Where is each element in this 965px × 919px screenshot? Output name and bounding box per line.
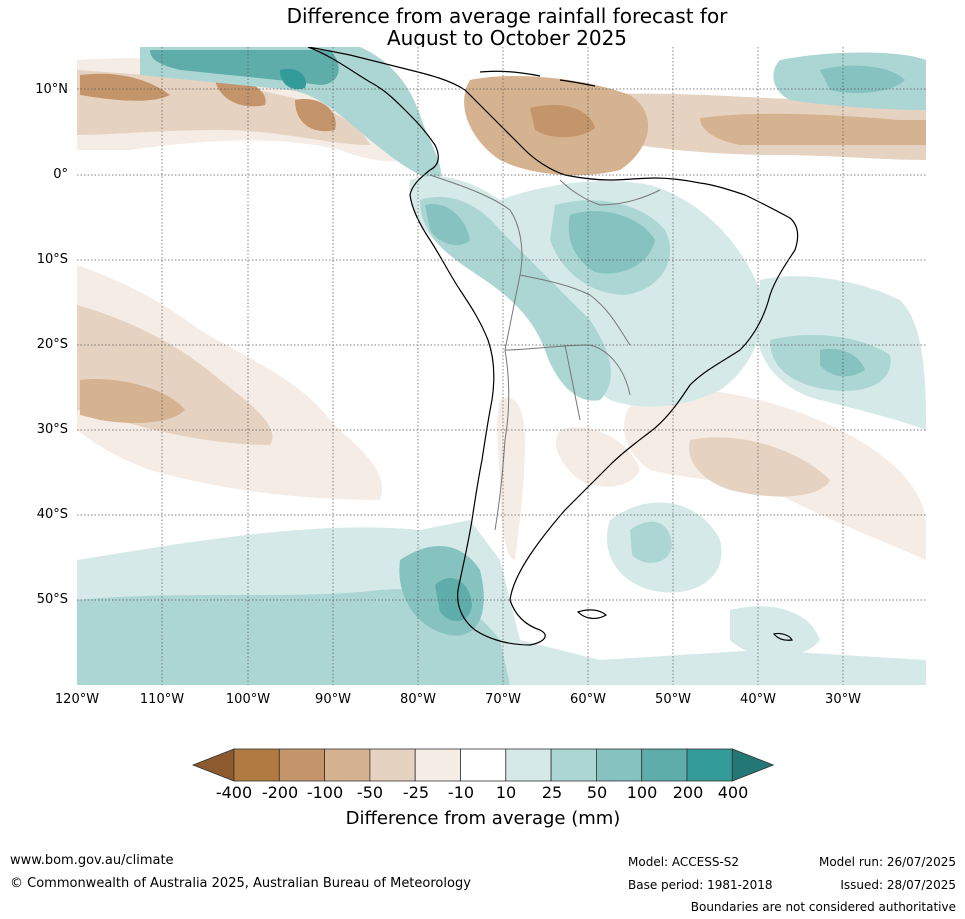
anomaly-region-itcz-tan-core [80,73,170,101]
colorbar-title: Difference from average (mm) [345,808,621,829]
colorbar [191,748,775,782]
colorbar-tick-label: -400 [215,783,253,802]
colorbar-swatch [550,748,597,782]
colorbar-swatch [278,748,325,782]
lon-label-50w: 50°W [655,692,691,707]
lat-label-20s: 20°S [36,337,68,352]
anomaly-region-atl-itcz-tan-core [700,113,926,145]
colorbar-tick-label: 25 [541,783,563,802]
anomaly-region-argentina-tan [497,397,525,560]
lon-label-70w: 70°W [485,692,521,707]
lon-label-110w: 110°W [139,692,185,707]
anomaly-region-sepacific-core [80,379,185,423]
country-borders [429,174,661,531]
colorbar-swatch [641,748,688,782]
lat-label-10s: 10°S [36,252,68,267]
lon-label-30w: 30°W [825,692,861,707]
map-title-line2: August to October 2025 [386,26,628,50]
colorbar-swatch [233,748,280,782]
anomaly-region-satlantic-tan-core [689,437,830,497]
colorbar-swatch [505,748,552,782]
colorbar-tick-label: 10 [495,783,517,802]
model-run-text: Model run: 26/07/2025 [818,855,956,869]
anomaly-region-falklands [730,606,820,657]
model-text: Model: ACCESS-S2 [628,855,740,869]
colorbar-tick-label: -25 [402,783,430,802]
colorbar-extend-low [191,748,235,782]
coastline [307,47,799,646]
anomaly-region-cpacific-teal [140,47,441,180]
anomaly-region-patagonia-core [435,577,472,622]
copyright-text: © Commonwealth of Australia 2025, Austra… [10,876,471,891]
anomaly-region-cpacific-teal-core2 [280,68,306,90]
colorbar-swatch [460,748,507,782]
lon-label-40w: 40°W [740,692,776,707]
website-text: www.bom.gov.au/climate [10,853,174,868]
lon-label-80w: 80°W [400,692,436,707]
anomaly-region-ebrazil-teal-core [820,348,865,377]
colorbar-tick-label: 50 [586,783,608,802]
anomaly-region-uruguay-tan [556,427,640,487]
lon-label-120w: 120°W [54,692,100,707]
colorbar-tick-label: 400 [717,783,749,802]
colorbar-swatch [596,748,643,782]
lat-label-50s: 50°S [36,592,68,607]
colorbar-swatch [369,748,416,782]
lat-label-40s: 40°S [36,507,68,522]
lon-label-60w: 60°W [570,692,606,707]
anomaly-region-sepacific-light [77,265,382,500]
colorbar-tick-label: -10 [447,783,475,802]
anomaly-region-amazon-teal-core [568,211,655,274]
anomaly-region-venezuela-tan-core [530,104,595,138]
map-title-line1: Difference from average rainfall forecas… [286,4,728,28]
colorbar-tick-label: -100 [306,783,344,802]
lat-label-30s: 30°S [36,422,68,437]
colorbar-swatch [686,748,733,782]
colorbar-tick-label: 100 [626,783,658,802]
disclaimer-text: Boundaries are not considered authoritat… [690,900,956,914]
graticule [77,47,926,685]
colorbar-tick-label: 200 [672,783,704,802]
anomaly-region-itcz-tan-core3 [295,99,336,132]
colorbar-swatch [324,748,371,782]
anomaly-region-natl-teal-core [820,65,905,93]
anomaly-region-south-mid [77,589,510,685]
anomaly-region-south-atlantic-core [630,521,672,563]
issued-text: Issued: 28/07/2025 [840,878,956,892]
lat-label-0: 0° [53,167,68,182]
colorbar-extend-high [731,748,775,782]
lon-label-100w: 100°W [225,692,271,707]
anomaly-region-andes-teal-core [425,204,470,246]
base-period-text: Base period: 1981-2018 [628,878,773,892]
colorbar-tick-label: -50 [356,783,384,802]
lon-label-90w: 90°W [315,692,351,707]
colorbar-tick-label: -200 [261,783,299,802]
lat-label-10n: 10°N [35,82,68,97]
colorbar-swatch [414,748,461,782]
